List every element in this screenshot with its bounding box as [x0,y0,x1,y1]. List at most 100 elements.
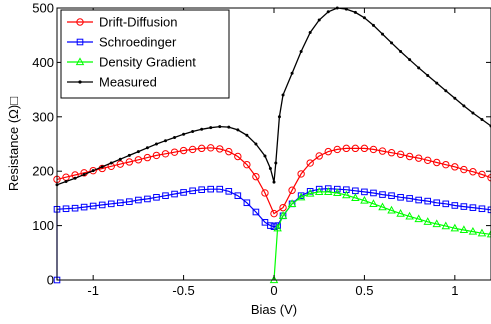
data-point [252,172,260,181]
data-point [216,185,224,193]
y-axis-title: Resistance (Ω)□ [6,97,21,191]
data-point [333,188,342,197]
data-point [270,209,278,218]
y-tick-label: 200 [32,164,54,179]
data-point [191,129,195,133]
data-point [451,202,459,209]
data-point [424,197,432,205]
data-point [308,30,312,34]
data-point [433,158,441,167]
data-point [351,144,360,153]
data-point [405,152,414,161]
data-point [236,128,240,132]
data-point [478,170,486,179]
data-point [369,145,378,154]
data-point [442,200,450,208]
y-tick-label: 100 [32,218,54,233]
data-point [227,125,231,129]
legend-label: Schroedinger [99,35,177,50]
data-point [388,192,395,199]
data-point [433,199,441,207]
legend-marker [76,38,84,46]
data-point [263,154,267,158]
data-point [200,127,204,131]
data-point [324,187,333,195]
data-point [370,189,377,197]
x-axis-title: Bias (V) [251,302,297,317]
data-point [278,211,288,219]
data-point [342,144,351,153]
data-point [314,187,324,195]
data-point [360,195,369,204]
series-line [56,7,491,186]
data-point [435,81,439,85]
data-point [216,145,224,153]
data-point [89,166,97,175]
x-tick-label: 0 [270,283,277,298]
legend-marker [78,80,82,84]
data-point [396,150,405,159]
data-point [254,142,258,146]
data-point [261,189,269,197]
data-point [273,223,282,232]
axes-group [56,7,491,281]
data-point [98,201,106,209]
data-point [73,176,77,180]
data-point [290,71,294,75]
data-point [188,145,197,154]
data-point [387,205,396,214]
data-point [441,221,451,230]
legend-item: Drift-Diffusion [67,15,178,30]
data-point [360,144,369,153]
data-point [415,196,422,204]
data-point [71,204,79,212]
data-point [369,199,378,207]
data-point [243,199,251,207]
data-point [424,156,432,165]
data-point [378,202,387,211]
data-point [405,211,414,220]
data-point [162,192,169,199]
data-point [299,50,303,54]
data-point [243,160,251,169]
data-point [197,144,206,153]
y-tick-label: 500 [32,1,54,16]
x-tick-label: -0.5 [172,283,194,298]
data-point [252,208,260,216]
data-point [89,202,97,210]
series-density-gradient [269,187,491,284]
data-point [462,104,466,108]
data-point [91,169,95,173]
data-point [315,152,323,160]
data-point [417,66,421,70]
data-point [281,93,285,97]
data-point [82,172,86,176]
data-point [451,163,459,171]
data-point [118,157,122,161]
x-tick-label: 1 [451,283,458,298]
data-point [471,111,475,115]
data-point [218,125,222,129]
data-point [399,50,403,54]
data-point [268,166,272,170]
data-point [423,217,432,225]
series-group [53,6,491,284]
data-point [390,41,394,45]
data-point [153,194,160,201]
data-point [80,203,88,211]
data-point [371,23,375,27]
data-point [116,199,124,207]
legend-item: Schroedinger [67,35,177,50]
data-point [279,203,287,212]
data-point [478,205,486,213]
data-point [209,126,213,130]
data-point [234,192,242,199]
data-point [154,142,158,146]
data-point [486,229,491,238]
data-point [182,132,186,136]
data-point [426,73,430,77]
y-tick-label: 400 [32,55,54,70]
data-point [468,226,478,235]
